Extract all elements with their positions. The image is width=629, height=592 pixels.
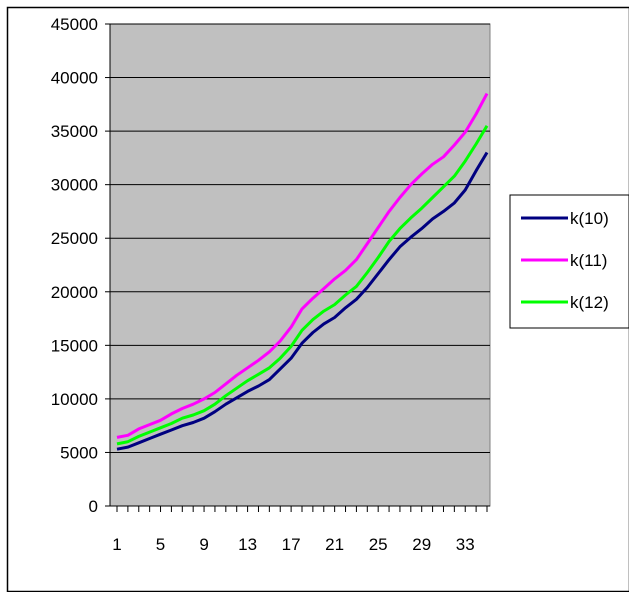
x-tick-label: 9 <box>199 535 208 554</box>
x-tick-label: 5 <box>156 535 165 554</box>
legend-label: k(11) <box>570 251 607 270</box>
y-tick-label: 15000 <box>51 336 98 355</box>
x-tick-label: 33 <box>456 535 475 554</box>
plot-area <box>109 23 491 507</box>
y-tick-label: 25000 <box>51 229 98 248</box>
x-tick-label: 1 <box>112 535 121 554</box>
y-tick-label: 20000 <box>51 283 98 302</box>
series-line-k-11 <box>116 92 489 439</box>
series-line-k-10 <box>116 151 489 451</box>
y-tick-label: 0 <box>89 497 98 516</box>
series-lines <box>116 92 489 451</box>
y-tick-label: 5000 <box>60 443 98 462</box>
x-tick-label: 13 <box>238 535 257 554</box>
y-tick-label: 40000 <box>51 69 98 88</box>
series-line-k-12 <box>116 125 489 446</box>
legend-label: k(10) <box>570 209 609 228</box>
x-tick-label: 25 <box>369 535 388 554</box>
legend: k(10) k(11) k(12) <box>509 194 629 329</box>
x-tick-label: 29 <box>412 535 431 554</box>
axes: 0 5000 10000 15000 20000 25000 30000 35000 40000… <box>51 15 490 554</box>
legend-label: k(12) <box>570 293 609 312</box>
x-tick-label: 21 <box>325 535 344 554</box>
y-tick-label: 30000 <box>51 176 98 195</box>
gridlines <box>110 23 490 453</box>
y-tick-label: 10000 <box>51 390 98 409</box>
x-tick-label: 17 <box>282 535 301 554</box>
y-tick-label: 35000 <box>51 122 98 141</box>
y-tick-label: 45000 <box>51 15 98 34</box>
